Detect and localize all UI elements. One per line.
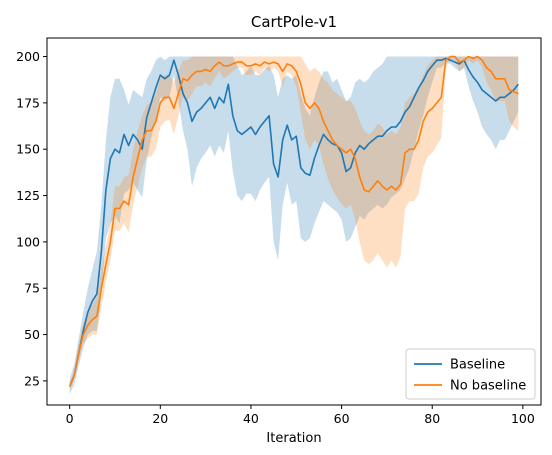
y-tick-label: 25 [24, 373, 40, 388]
x-tick-label: 40 [243, 411, 259, 426]
plot-frame [46, 37, 542, 406]
legend-label-no-baseline: No baseline [450, 379, 526, 394]
line-no-baseline [68, 55, 519, 387]
band-no-baseline [69, 56, 519, 391]
x-axis: 0 20 40 60 80 100 [66, 405, 535, 426]
x-tick-label: 100 [511, 411, 535, 426]
y-tick-label: 200 [16, 49, 40, 64]
x-tick-label: 60 [334, 411, 350, 426]
chart-title: CartPole-v1 [251, 13, 337, 31]
y-tick-label: 100 [16, 234, 40, 249]
line-baseline [68, 57, 519, 387]
legend-label-baseline: Baseline [450, 358, 505, 373]
y-tick-label: 50 [24, 327, 40, 342]
y-tick-label: 125 [16, 188, 40, 203]
band-baseline [69, 56, 519, 394]
y-tick-label: 75 [24, 281, 40, 296]
x-tick-label: 0 [66, 411, 74, 426]
y-tick-label: 175 [16, 95, 40, 110]
legend-box [405, 348, 536, 400]
series-lines [68, 55, 519, 387]
legend: Baseline No baseline [405, 348, 536, 400]
confidence-bands [69, 56, 519, 394]
y-axis: 25 50 75 100 125 150 175 200 [16, 49, 47, 388]
x-tick-label: 20 [152, 411, 168, 426]
y-tick-label: 150 [16, 142, 40, 157]
x-axis-title: Iteration [266, 431, 321, 446]
x-tick-label: 80 [424, 411, 440, 426]
